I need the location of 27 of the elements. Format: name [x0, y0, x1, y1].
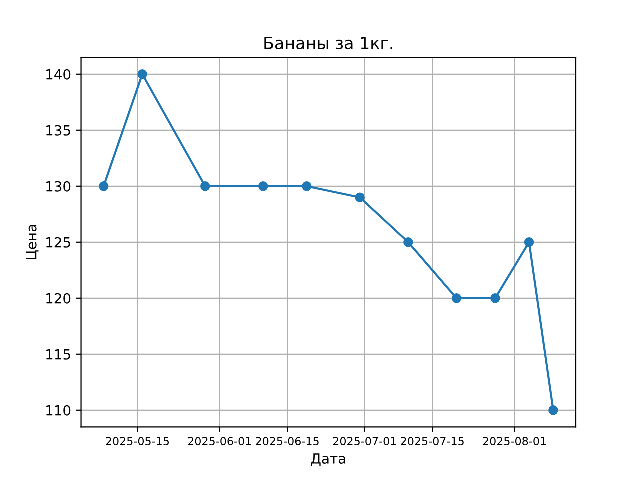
x-tick-label: 2025-05-15	[106, 437, 169, 446]
y-tick-label: 140	[46, 69, 71, 80]
point	[490, 294, 500, 304]
point	[524, 238, 534, 248]
point	[355, 192, 365, 202]
y-tick-label: 130	[46, 181, 71, 192]
y-tick-label: 115	[46, 350, 70, 360]
y-axis-title: Цена	[26, 225, 39, 260]
x-axis-title: Дата	[311, 454, 346, 466]
point	[200, 182, 210, 192]
x-tick-label: 2025-06-01	[188, 437, 252, 446]
point	[452, 294, 462, 304]
x-tick-label: 2025-07-01	[333, 437, 396, 446]
point	[258, 182, 268, 192]
point	[302, 182, 312, 192]
y-tick-label: 110	[46, 405, 71, 416]
y-tick-label: 125	[46, 237, 70, 248]
y-tick-label: 120	[46, 293, 71, 304]
chart-title: Бананы за 1кг.	[264, 37, 392, 50]
point	[138, 70, 148, 80]
x-tick-label: 2025-08-01	[483, 437, 546, 446]
y-tick-label: 135	[46, 125, 70, 136]
point	[548, 406, 558, 416]
point	[404, 238, 414, 248]
x-tick-label: 2025-07-15	[401, 437, 464, 446]
x-tick-label: 2025-06-15	[256, 437, 319, 446]
point	[98, 182, 109, 192]
